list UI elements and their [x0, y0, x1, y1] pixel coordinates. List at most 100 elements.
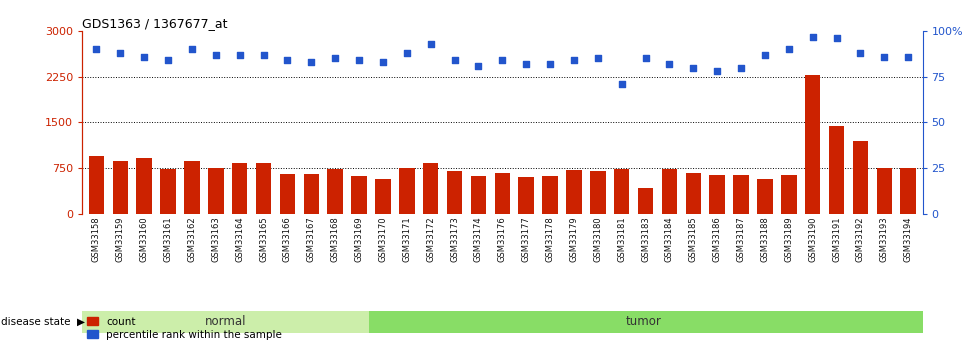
Text: GSM33190: GSM33190: [809, 217, 817, 262]
Point: [733, 65, 749, 70]
Bar: [352, 176, 367, 214]
Point: [232, 52, 247, 58]
Text: GSM33187: GSM33187: [737, 217, 746, 263]
Point: [519, 61, 534, 67]
Bar: [829, 126, 844, 214]
Bar: [256, 163, 271, 214]
Point: [876, 54, 892, 59]
Bar: [805, 75, 820, 214]
Text: GSM33191: GSM33191: [832, 217, 841, 262]
Bar: [638, 188, 653, 214]
Text: GSM33163: GSM33163: [212, 217, 220, 263]
Point: [185, 47, 200, 52]
Text: GSM33165: GSM33165: [259, 217, 268, 262]
Text: GSM33167: GSM33167: [307, 217, 316, 263]
Bar: [566, 170, 582, 214]
Bar: [733, 175, 749, 214]
Text: GSM33173: GSM33173: [450, 217, 459, 263]
Point: [566, 58, 582, 63]
Text: GSM33179: GSM33179: [569, 217, 579, 262]
Bar: [900, 168, 916, 214]
Text: GSM33172: GSM33172: [426, 217, 436, 262]
Legend: count, percentile rank within the sample: count, percentile rank within the sample: [87, 317, 282, 340]
Point: [757, 52, 773, 58]
Point: [352, 58, 367, 63]
Text: normal: normal: [205, 315, 246, 328]
Bar: [303, 174, 319, 214]
Bar: [208, 168, 223, 214]
Text: GSM33170: GSM33170: [379, 217, 387, 262]
Text: GSM33188: GSM33188: [760, 217, 770, 263]
Bar: [136, 158, 152, 214]
Text: GSM33194: GSM33194: [904, 217, 913, 262]
Text: GSM33186: GSM33186: [713, 217, 722, 263]
Text: GSM33162: GSM33162: [187, 217, 196, 262]
Point: [638, 56, 653, 61]
Bar: [423, 163, 439, 214]
Text: GSM33161: GSM33161: [163, 217, 173, 262]
Text: GSM33160: GSM33160: [140, 217, 149, 262]
Text: GSM33180: GSM33180: [593, 217, 603, 262]
Point: [495, 58, 510, 63]
Point: [590, 56, 606, 61]
Point: [303, 59, 319, 65]
Point: [781, 47, 797, 52]
Point: [208, 52, 223, 58]
Point: [805, 34, 820, 39]
Point: [280, 58, 296, 63]
Bar: [757, 179, 773, 214]
Point: [662, 61, 677, 67]
Bar: [447, 171, 463, 214]
Point: [614, 81, 630, 87]
Text: GSM33181: GSM33181: [617, 217, 626, 262]
Text: GSM33174: GSM33174: [474, 217, 483, 262]
Text: GSM33193: GSM33193: [880, 217, 889, 262]
Bar: [470, 176, 486, 214]
Text: GSM33185: GSM33185: [689, 217, 697, 262]
Point: [327, 56, 343, 61]
Bar: [185, 161, 200, 214]
Bar: [232, 163, 247, 214]
Bar: [686, 173, 701, 214]
Bar: [369, 310, 923, 333]
Text: tumor: tumor: [625, 315, 661, 328]
Point: [160, 58, 176, 63]
Point: [470, 63, 486, 69]
Point: [686, 65, 701, 70]
Bar: [542, 176, 557, 214]
Text: GSM33184: GSM33184: [665, 217, 674, 262]
Bar: [853, 141, 868, 214]
Bar: [399, 168, 414, 214]
Text: GSM33159: GSM33159: [116, 217, 125, 262]
Text: GSM33168: GSM33168: [330, 217, 340, 263]
Bar: [280, 174, 296, 214]
Text: GSM33164: GSM33164: [235, 217, 244, 262]
Point: [829, 36, 844, 41]
Point: [375, 59, 390, 65]
Bar: [82, 310, 369, 333]
Bar: [89, 156, 104, 214]
Text: GSM33166: GSM33166: [283, 217, 292, 263]
Bar: [160, 169, 176, 214]
Text: GSM33176: GSM33176: [497, 217, 507, 263]
Text: GSM33183: GSM33183: [641, 217, 650, 263]
Bar: [590, 171, 606, 214]
Point: [89, 47, 104, 52]
Bar: [327, 169, 343, 214]
Point: [900, 54, 916, 59]
Bar: [662, 169, 677, 214]
Text: GSM33171: GSM33171: [402, 217, 412, 262]
Point: [447, 58, 463, 63]
Text: GSM33158: GSM33158: [92, 217, 100, 262]
Point: [256, 52, 271, 58]
Point: [542, 61, 557, 67]
Point: [709, 69, 724, 74]
Point: [399, 50, 414, 56]
Bar: [375, 179, 390, 214]
Bar: [519, 177, 534, 214]
Point: [853, 50, 868, 56]
Bar: [495, 173, 510, 214]
Bar: [709, 175, 724, 214]
Text: GSM33189: GSM33189: [784, 217, 793, 262]
Bar: [781, 175, 797, 214]
